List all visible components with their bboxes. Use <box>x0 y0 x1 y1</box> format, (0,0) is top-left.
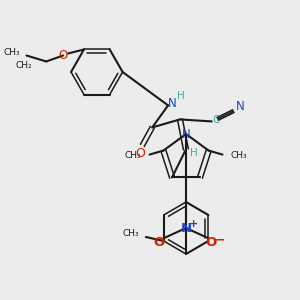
Text: C: C <box>212 116 219 125</box>
Text: N: N <box>182 128 190 140</box>
Text: H: H <box>190 148 198 158</box>
Text: CH₂: CH₂ <box>16 61 32 70</box>
Text: O: O <box>58 49 68 62</box>
Text: CH₃: CH₃ <box>4 48 20 57</box>
Text: H: H <box>177 92 185 101</box>
Text: −: − <box>214 233 225 247</box>
Text: N: N <box>168 97 176 110</box>
Text: +: + <box>189 219 199 229</box>
Text: N: N <box>181 221 192 235</box>
Text: O: O <box>135 147 145 160</box>
Text: CH₃: CH₃ <box>125 151 142 160</box>
Text: O: O <box>154 236 165 250</box>
Text: CH₃: CH₃ <box>230 151 247 160</box>
Text: N: N <box>236 100 245 113</box>
Text: CH₃: CH₃ <box>122 230 139 238</box>
Text: O: O <box>205 236 216 250</box>
